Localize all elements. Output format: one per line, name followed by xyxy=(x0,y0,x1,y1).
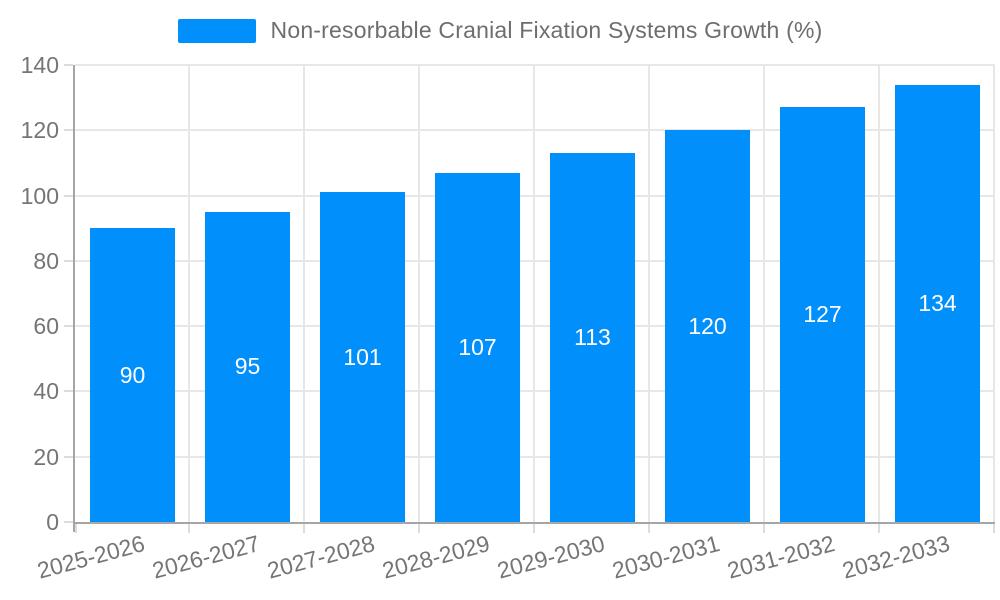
gridline-vertical xyxy=(418,65,420,522)
y-axis-tick xyxy=(64,259,73,262)
y-axis-label: 60 xyxy=(33,313,59,340)
bar[interactable]: 107 xyxy=(435,172,520,522)
x-axis-tick xyxy=(878,524,880,533)
bar[interactable]: 113 xyxy=(550,153,635,522)
y-axis-tick xyxy=(64,390,73,393)
y-axis-tick xyxy=(64,64,73,66)
x-axis-label: 2025-2026 xyxy=(33,530,147,584)
gridline-vertical xyxy=(878,65,880,522)
bar[interactable]: 120 xyxy=(665,130,750,522)
gridline-horizontal xyxy=(75,259,995,262)
y-axis-origin-tick xyxy=(73,522,75,532)
y-axis-tick xyxy=(64,455,73,458)
gridline-vertical xyxy=(993,65,995,522)
gridline-vertical xyxy=(188,65,190,522)
x-axis-tick xyxy=(763,524,765,533)
x-axis-tick xyxy=(993,524,995,533)
x-axis-label: 2031-2032 xyxy=(723,530,837,584)
x-axis-label: 2030-2031 xyxy=(608,530,722,584)
y-axis-label: 0 xyxy=(46,509,59,535)
plot-area: 0 20 40 60 80 100 120 140 90 2025-2026 95 2026-2027… xyxy=(21,52,995,584)
y-axis-label: 20 xyxy=(33,443,59,470)
y-axis-label: 120 xyxy=(20,117,59,144)
bar[interactable]: 95 xyxy=(205,211,290,522)
gridline-horizontal xyxy=(75,325,995,328)
x-axis-tick xyxy=(75,524,77,533)
x-axis-label: 2028-2029 xyxy=(378,530,492,584)
gridline-horizontal xyxy=(75,129,995,132)
x-axis-label: 2027-2028 xyxy=(263,530,377,584)
y-axis-tick xyxy=(64,194,73,197)
x-axis-tick xyxy=(303,524,305,533)
y-axis-tick xyxy=(64,325,73,328)
y-axis-label: 40 xyxy=(33,378,59,405)
bar[interactable]: 90 xyxy=(90,228,175,522)
bar[interactable]: 127 xyxy=(780,107,865,522)
x-axis-label: 2029-2030 xyxy=(493,530,607,584)
gridline-vertical xyxy=(763,65,765,522)
gridline-vertical xyxy=(303,65,305,522)
gridline-horizontal xyxy=(75,194,995,197)
legend-swatch-icon xyxy=(177,18,256,43)
x-axis-tick xyxy=(648,524,650,533)
y-axis-tick xyxy=(64,129,73,132)
bar[interactable]: 134 xyxy=(895,84,980,522)
x-axis-tick xyxy=(533,524,535,533)
x-axis-tick xyxy=(418,524,420,533)
bar-value-label: 90 xyxy=(119,361,146,388)
y-axis-tick xyxy=(64,521,73,523)
bar-value-label: 107 xyxy=(458,333,497,360)
y-axis-label: 140 xyxy=(20,52,59,78)
bar-value-label: 127 xyxy=(803,301,842,328)
bar-value-label: 120 xyxy=(688,312,727,339)
bar-value-label: 134 xyxy=(918,289,957,316)
bar[interactable]: 101 xyxy=(320,192,405,522)
gridline-horizontal xyxy=(75,390,995,393)
chart-legend[interactable]: Non-resorbable Cranial Fixation Systems … xyxy=(0,17,1000,44)
gridline-horizontal xyxy=(75,64,995,66)
x-axis-label: 2026-2027 xyxy=(148,530,262,584)
gridline-vertical xyxy=(533,65,535,522)
x-axis-tick xyxy=(188,524,190,533)
gridline-vertical xyxy=(648,65,650,522)
x-axis-label: 2032-2033 xyxy=(838,530,952,584)
bar-value-label: 95 xyxy=(234,353,261,380)
legend-label: Non-resorbable Cranial Fixation Systems … xyxy=(270,17,823,43)
y-axis-label: 100 xyxy=(20,182,59,209)
bar-value-label: 113 xyxy=(574,324,611,351)
y-axis-label: 80 xyxy=(33,247,59,274)
gridline-horizontal xyxy=(75,455,995,458)
bar-value-label: 101 xyxy=(343,343,382,370)
